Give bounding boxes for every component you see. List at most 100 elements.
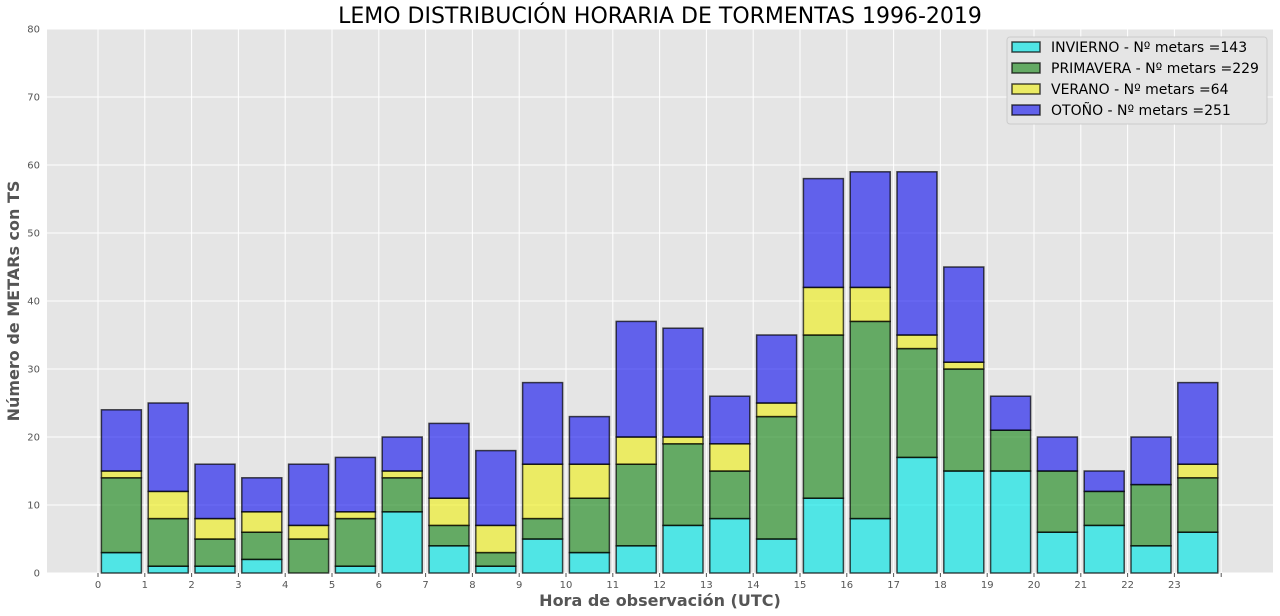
bar-segment-2-hour-22	[1130, 483, 1172, 547]
y-axis-label: Número de METARs con TS	[4, 181, 23, 422]
y-tick-label: 40	[27, 297, 40, 308]
bar-segment-3-hour-12	[662, 436, 704, 445]
x-tick-label: 21	[1074, 580, 1087, 591]
y-tick-label: 50	[27, 229, 40, 240]
bar-segment-1-hour-14	[755, 538, 798, 574]
bar-segment-3-hour-8	[475, 524, 517, 554]
bar-segment-3-hour-4	[287, 524, 330, 540]
bar-segment-1-hour-20	[1036, 531, 1079, 574]
bar-segment-3-hour-5	[334, 511, 377, 520]
bar-segment-4-hour-5	[334, 456, 377, 513]
bar-segment-4-hour-12	[662, 327, 704, 438]
legend-swatch-3	[1011, 83, 1041, 95]
bar-segment-3-hour-14	[755, 402, 798, 418]
bar-segment-3-hour-15	[802, 286, 845, 336]
x-tick-label: 22	[1121, 580, 1134, 591]
x-tick-label: 9	[516, 580, 522, 591]
y-tick-label: 10	[27, 501, 40, 512]
bar-segment-4-hour-8	[475, 449, 517, 527]
bar-segment-2-hour-4	[287, 538, 330, 574]
bar-segment-2-hour-12	[662, 443, 704, 527]
x-tick-label: 2	[188, 580, 194, 591]
bar-segment-4-hour-10	[568, 415, 611, 465]
x-tick-label: 14	[747, 580, 760, 591]
bar-segment-2-hour-9	[521, 517, 564, 540]
legend-label-1: INVIERNO - Nº metars =143	[1051, 40, 1247, 56]
bar-segment-2-hour-20	[1036, 470, 1079, 533]
x-tick-label: 16	[840, 580, 853, 591]
legend-label-3: VERANO - Nº metars =64	[1051, 82, 1229, 98]
bar-segment-4-hour-16	[849, 171, 891, 289]
bar-segment-4-hour-11	[615, 320, 657, 438]
bars	[100, 171, 1219, 574]
legend-swatch-1	[1011, 41, 1041, 53]
bar-segment-2-hour-11	[615, 463, 657, 547]
y-tick-label: 80	[27, 25, 40, 36]
bar-segment-1-hour-11	[615, 545, 657, 574]
bar-segment-4-hour-9	[521, 381, 564, 465]
x-tick-label: 18	[934, 580, 947, 591]
bar-segment-2-hour-21	[1083, 490, 1125, 527]
y-axis-ticks: 0 10 20 30 40 50 60 70 80	[27, 25, 40, 580]
bar-segment-2-hour-7	[428, 524, 470, 547]
bar-segment-4-hour-18	[943, 266, 985, 363]
grid-lines	[47, 28, 1273, 574]
bar-segment-3-hour-0	[100, 470, 143, 479]
bar-segment-4-hour-4	[287, 463, 330, 527]
bar-segment-3-hour-9	[521, 463, 564, 520]
bar-segment-4-hour-15	[802, 177, 845, 289]
bar-segment-3-hour-7	[428, 497, 470, 527]
bar-segment-2-hour-2	[194, 538, 236, 567]
bar-segment-2-hour-1	[147, 517, 189, 567]
x-tick-label: 15	[794, 580, 807, 591]
x-axis-ticks: 0 1 2 3 4 5 6 7 8 9 10 11 12 13 14 15 16 17 18 19 20 21 22 23	[95, 573, 1222, 591]
y-tick-label: 0	[34, 569, 40, 580]
x-tick-label: 12	[653, 580, 666, 591]
x-tick-label: 19	[981, 580, 994, 591]
x-tick-label: 8	[469, 580, 475, 591]
bar-segment-2-hour-15	[802, 334, 845, 499]
bar-segment-1-hour-9	[521, 538, 564, 574]
y-tick-label: 70	[27, 93, 40, 104]
bar-segment-3-hour-11	[615, 436, 657, 465]
bar-segment-1-hour-19	[989, 470, 1032, 574]
legend-label-2: PRIMAVERA - Nº metars =229	[1051, 61, 1259, 77]
x-tick-label: 17	[887, 580, 900, 591]
bar-segment-1-hour-17	[896, 456, 938, 574]
x-tick-label: 13	[700, 580, 713, 591]
bar-segment-1-hour-2	[194, 565, 236, 574]
y-tick-label: 30	[27, 365, 40, 376]
y-tick-label: 20	[27, 433, 40, 444]
bar-segment-4-hour-6	[381, 436, 423, 472]
bar-segment-2-hour-13	[709, 470, 751, 520]
bar-segment-3-hour-2	[194, 517, 236, 540]
x-tick-label: 1	[142, 580, 148, 591]
x-tick-label: 3	[235, 580, 241, 591]
bar-segment-2-hour-23	[1177, 477, 1219, 533]
bar-segment-3-hour-13	[709, 443, 751, 472]
bar-segment-2-hour-3	[241, 531, 283, 561]
bar-segment-3-hour-6	[381, 470, 423, 479]
legend-swatch-2	[1011, 62, 1041, 74]
bar-segment-4-hour-19	[989, 395, 1032, 431]
bar-segment-1-hour-1	[147, 565, 189, 574]
bar-segment-1-hour-6	[381, 511, 423, 574]
bar-segment-4-hour-23	[1177, 381, 1219, 465]
x-tick-label: 11	[606, 580, 619, 591]
bar-segment-1-hour-15	[802, 497, 845, 574]
legend-box	[1006, 36, 1268, 125]
bar-segment-2-hour-16	[849, 320, 891, 520]
x-axis-label: Hora de observación (UTC)	[539, 591, 781, 610]
bar-segment-2-hour-0	[100, 477, 143, 554]
x-tick-label: 5	[329, 580, 335, 591]
legend: INVIERNO - Nº metars =143 PRIMAVERA - Nº …	[1006, 36, 1268, 125]
bar-segment-3-hour-10	[568, 463, 611, 499]
bar-segment-4-hour-0	[100, 409, 143, 472]
bar-segment-4-hour-1	[147, 402, 189, 493]
bar-segment-1-hour-18	[943, 470, 985, 574]
x-tick-label: 23	[1168, 580, 1181, 591]
bar-segment-3-hour-1	[147, 490, 189, 520]
bar-segment-1-hour-5	[334, 565, 377, 574]
x-tick-label: 4	[282, 580, 288, 591]
bar-segment-1-hour-21	[1083, 524, 1125, 574]
